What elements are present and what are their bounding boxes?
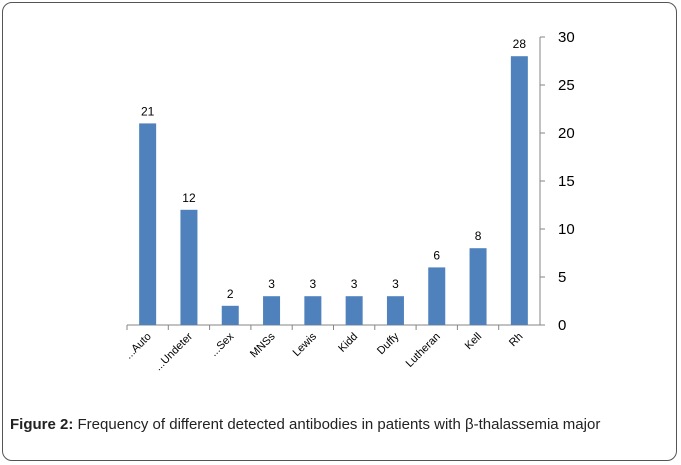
data-label: 2 <box>227 287 234 301</box>
y-tick-label: 15 <box>558 173 575 190</box>
bar <box>139 123 157 326</box>
data-label: 12 <box>182 191 196 205</box>
bar <box>221 305 239 325</box>
data-label: 3 <box>268 277 275 291</box>
bar <box>304 296 322 325</box>
chart: 0 5 10 15 20 25 30 ...Auto 21 ...Undeter 12 ...Sex 2… <box>123 29 575 373</box>
data-label: 3 <box>351 277 358 291</box>
y-tick-label: 0 <box>558 317 566 334</box>
bar <box>263 296 281 325</box>
bar <box>469 248 487 325</box>
y-tick-label: 25 <box>558 77 575 94</box>
x-tick-label: Duffy <box>375 330 402 357</box>
x-tick-label: ...Auto <box>123 331 154 362</box>
y-tick-label: 30 <box>558 29 575 46</box>
data-label: 3 <box>310 277 317 291</box>
x-tick-label: MNSs <box>248 330 278 360</box>
bar <box>510 56 528 325</box>
x-tick-label: Lewis <box>291 330 320 359</box>
frame <box>2 2 677 461</box>
data-label: 21 <box>141 104 155 118</box>
bar <box>180 209 198 325</box>
y-tick-label: 10 <box>558 221 575 238</box>
bar <box>345 296 363 325</box>
data-label: 28 <box>513 37 527 51</box>
caption: Figure 2: Frequency of different detecte… <box>10 415 680 435</box>
x-tick-label: Kidd <box>336 331 360 355</box>
data-label: 6 <box>433 248 440 262</box>
caption-text: Frequency of different detected antibodi… <box>77 416 601 433</box>
data-label: 8 <box>475 229 482 243</box>
x-tick-label: Lutheran <box>404 331 443 370</box>
caption-label: Figure 2: <box>10 416 74 433</box>
y-tick-label: 5 <box>558 269 566 286</box>
x-tick-label: Rh <box>507 331 525 349</box>
data-label: 3 <box>392 277 399 291</box>
bar <box>386 296 404 325</box>
y-tick-label: 20 <box>558 125 575 142</box>
x-tick-label: Kell <box>463 331 484 352</box>
x-tick-label: ...Undeter <box>152 330 195 373</box>
bar <box>428 267 446 325</box>
x-tick-label: ...Sex <box>208 330 237 359</box>
